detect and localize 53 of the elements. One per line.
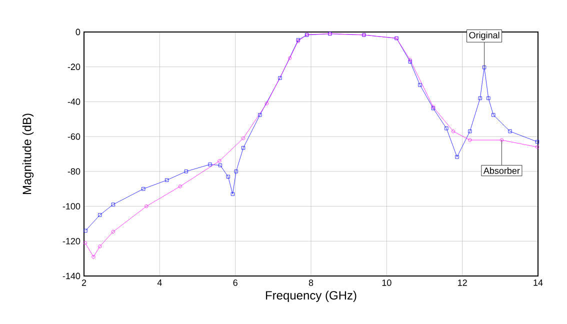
point — [278, 76, 282, 80]
point — [98, 244, 102, 248]
point — [508, 130, 512, 134]
point — [208, 162, 212, 166]
point — [288, 56, 292, 60]
point — [264, 102, 269, 106]
y-tick-label: -80 — [68, 168, 80, 175]
x-tick-label: 6 — [233, 280, 238, 286]
x-tick-label: 10 — [382, 280, 392, 286]
x-tick-label: 8 — [308, 280, 314, 286]
point — [92, 255, 96, 259]
point — [218, 164, 222, 168]
point — [492, 113, 496, 117]
point — [258, 113, 262, 117]
y-tick-label: -60 — [68, 133, 80, 140]
y-tick-label: -100 — [62, 203, 80, 210]
point — [455, 155, 459, 159]
x-tick-label: 14 — [534, 280, 543, 286]
point — [142, 187, 146, 191]
y-tick-label: -20 — [68, 64, 80, 70]
point — [444, 126, 448, 130]
point — [468, 138, 472, 142]
point — [144, 204, 148, 208]
point — [111, 202, 115, 206]
x-tick-label: 2 — [82, 280, 86, 286]
point — [98, 213, 102, 217]
y-tick-label: -40 — [68, 98, 80, 105]
point — [111, 230, 115, 234]
point — [482, 66, 486, 70]
point — [184, 170, 188, 174]
point — [218, 159, 222, 163]
x-tick-label: 12 — [458, 280, 467, 286]
point — [478, 96, 482, 100]
y-tick-label: -140 — [62, 272, 80, 280]
point — [226, 174, 230, 178]
point — [468, 130, 472, 134]
point — [486, 96, 490, 100]
y-tick-label: -120 — [62, 238, 80, 244]
point — [241, 136, 246, 140]
y-tick-label: 0 — [76, 28, 80, 36]
point — [234, 170, 238, 174]
point — [500, 138, 504, 142]
text: Absorber — [483, 167, 520, 174]
point — [418, 83, 422, 87]
point — [178, 184, 182, 188]
point — [451, 130, 456, 134]
text: Original — [469, 32, 500, 40]
x-tick-label: 4 — [157, 280, 162, 286]
point — [230, 192, 234, 196]
y-axis-title: Magnitude (dB) — [22, 114, 34, 194]
point — [165, 178, 169, 182]
x-axis-title: Frequency (GHz) — [266, 290, 356, 302]
point — [241, 146, 246, 150]
